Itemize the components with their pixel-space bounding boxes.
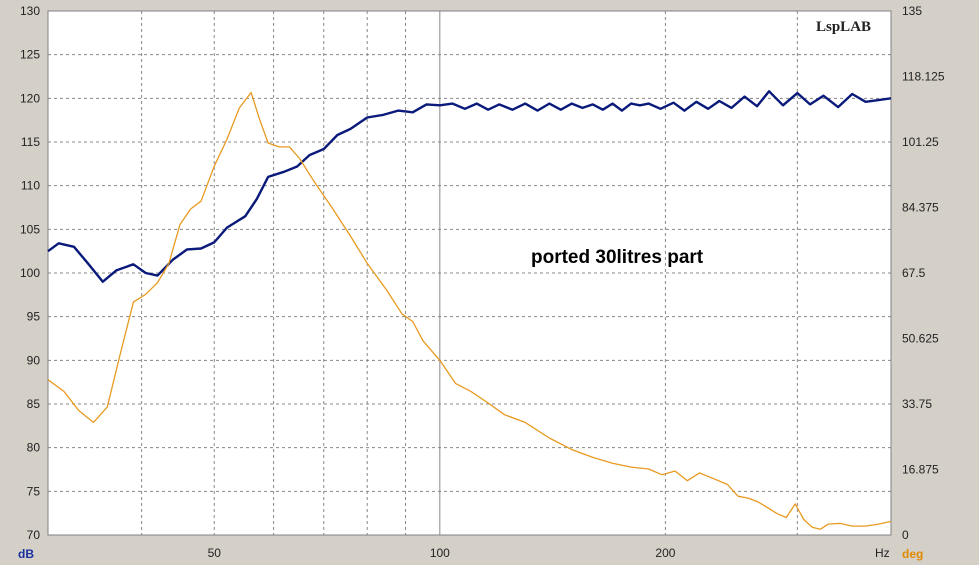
left-tick-label: 85 [27,397,41,411]
left-tick-label: 75 [27,484,41,498]
right-tick-label: 50.625 [902,332,939,346]
series-group [47,90,892,530]
left-tick-label: 95 [27,310,41,324]
right-tick-label: 101.25 [902,135,939,149]
right-tick-label: 67.5 [902,266,926,280]
chart-annotation: ported 30litres part [531,247,704,268]
right-axis-unit-label: deg [902,547,923,561]
right-tick-label: 84.375 [902,201,939,215]
x-tick-label: 100 [430,546,450,560]
left-tick-label: 80 [27,441,41,455]
x-tick-label: 50 [208,546,222,560]
right-tick-label: 33.75 [902,397,932,411]
left-tick-label: 110 [21,179,40,193]
left-tick-label: 70 [27,528,41,542]
right-tick-label: 0 [902,528,909,542]
phase-series-line [47,91,892,530]
left-tick-label: 90 [27,353,41,367]
right-tick-label: 16.875 [902,463,939,477]
left-tick-label: 100 [20,266,40,280]
left-axis-unit-label: dB [18,547,34,561]
right-axis-ticks: 0 16.875 33.75 50.625 67.5 84.375 101.25 118.12… [902,4,945,542]
left-tick-label: 130 [20,4,40,18]
left-tick-label: 105 [20,222,40,236]
watermark-logo: LspLAB [816,19,871,35]
left-tick-label: 120 [20,91,40,105]
left-tick-label: 125 [20,48,40,62]
x-axis-ticks: 50 100 200 [208,546,676,560]
x-axis-unit-label: Hz [875,546,890,560]
x-tick-label: 200 [655,546,675,560]
right-tick-label: 135 [902,4,922,18]
left-tick-label: 115 [21,135,40,149]
grid [48,11,891,535]
magnitude-series-line [47,90,892,283]
left-axis-ticks: 70 75 80 85 90 95 100 105 110 115 120 125 130 [20,4,40,542]
right-tick-label: 118.125 [902,70,945,84]
